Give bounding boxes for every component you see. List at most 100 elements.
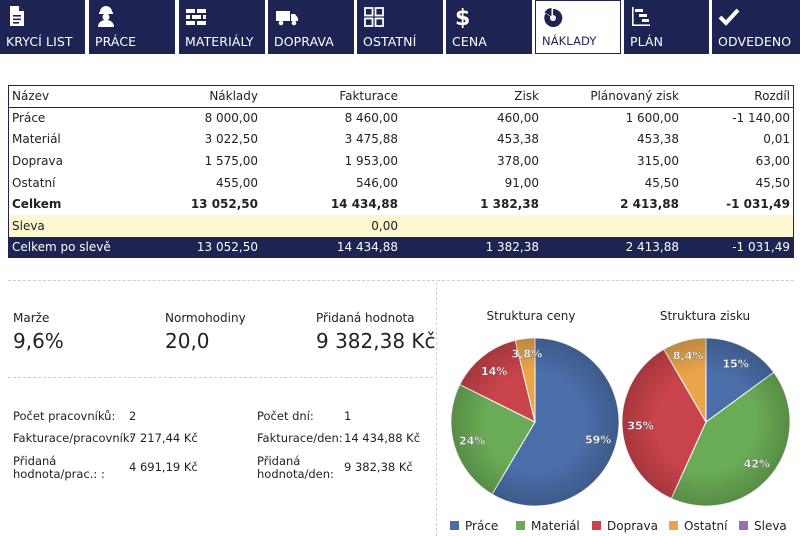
legend-label: Práce (465, 519, 499, 533)
svg-text:$: $ (455, 6, 470, 28)
pie-data-label: 24% (459, 435, 485, 448)
table-cell: 2 413,88 (543, 236, 683, 259)
table-cell (138, 215, 262, 237)
table-cell: 453,38 (637, 132, 679, 147)
kpi-pridana-hodnota: Přidaná hodnota 9 382,38 Kč (316, 311, 436, 353)
table-row: Ostatní 455,00 546,00 91,00 45,50 45,50 (8, 172, 794, 194)
pie-charts: 59% 24% 14% 3,8% 15% 42% 35% 8,4% (450, 337, 791, 507)
legend-swatch (516, 521, 525, 530)
legend-label: Sleva (754, 519, 787, 533)
pie-struktura-zisku: 15% 42% 35% 8,4% (621, 337, 791, 507)
pie-data-label: 59% (585, 433, 611, 446)
table-cell: 45,50 (755, 175, 790, 190)
table-cell: 1 382,38 (480, 197, 539, 212)
document-icon (10, 6, 24, 26)
legend-swatch (739, 521, 748, 530)
pie-data-label: 3,8% (512, 348, 543, 361)
stat-value: 14 434,88 Kč (344, 431, 421, 445)
table-cell: Celkem (12, 197, 62, 212)
table-cell: 63,00 (755, 154, 790, 169)
divider (8, 280, 794, 281)
table-cell: 3 022,50 (204, 132, 258, 147)
total-row: Celkem 13 052,50 14 434,88 1 382,38 2 41… (8, 193, 794, 215)
tab-label: ODVEDENO (718, 34, 792, 49)
table-row: Doprava 1 575,00 1 953,00 378,00 315,00 … (8, 150, 794, 172)
table-cell: 1 953,00 (344, 154, 398, 169)
tab-kryci-list[interactable]: KRYCÍ LIST (0, 0, 85, 54)
gantt-icon (632, 7, 650, 26)
table-cell: -1 031,49 (683, 236, 794, 259)
stat-value: 7 217,44 Kč (129, 431, 198, 445)
table-cell: 45,50 (644, 175, 679, 190)
stat-label: Přidaná hodnota/den: (257, 454, 334, 481)
table-cell: 378,00 (497, 154, 539, 169)
legend-label: Ostatní (684, 519, 728, 533)
tab-label: NÁKLADY (542, 34, 597, 48)
table-cell: 3 475,88 (344, 132, 398, 147)
divider (8, 377, 433, 378)
legend-item[interactable]: Materiál (516, 519, 580, 533)
stat-value: 9 382,38 Kč (344, 460, 413, 474)
table-cell: 8 000,00 (204, 111, 258, 126)
tab-prace[interactable]: PRÁCE (89, 0, 175, 54)
pie-struktura-ceny: 59% 24% 14% 3,8% (450, 337, 620, 507)
table-cell: -1 140,00 (732, 111, 790, 126)
tab-label: OSTATNÍ (363, 34, 417, 49)
kpi-value: 9 382,38 Kč (316, 329, 436, 353)
divider (436, 282, 437, 536)
tab-label: PLÁN (630, 34, 664, 49)
tab-label: PRÁCE (95, 34, 137, 49)
table-row: Materiál 3 022,50 3 475,88 453,38 453,38… (8, 129, 794, 151)
table-cell: 546,00 (356, 175, 398, 190)
truck-icon (276, 11, 298, 26)
pie-data-label: 15% (722, 358, 748, 371)
table-cell: 315,00 (637, 154, 679, 169)
tab-doprava[interactable]: DOPRAVA (268, 0, 354, 54)
stat-label: Počet pracovníků: (13, 409, 116, 423)
table-cell: 1 600,00 (625, 111, 679, 126)
table-cell: Sleva (8, 215, 138, 237)
table-cell: 0,01 (763, 132, 790, 147)
legend-item[interactable]: Doprava (592, 519, 658, 533)
table-row: Práce 8 000,00 8 460,00 460,00 1 600,00 … (8, 107, 794, 129)
table-cell: 14 434,88 (262, 236, 402, 259)
pie-data-label: 35% (627, 419, 653, 432)
tab-label: CENA (452, 34, 487, 49)
tab-materialy[interactable]: MATERIÁLY (179, 0, 265, 54)
column-header: Plánovaný zisk (590, 89, 679, 104)
bricks-icon (186, 9, 206, 25)
column-header: Název (12, 89, 50, 104)
stat-label: Počet dní: (257, 409, 314, 423)
table-cell (683, 215, 794, 237)
table-cell: Práce (12, 111, 46, 126)
kpi-value: 9,6% (13, 329, 64, 353)
tab-naklady[interactable]: NÁKLADY (535, 0, 621, 54)
grid-icon (364, 7, 384, 27)
legend-swatch (592, 521, 601, 530)
legend-item[interactable]: Sleva (739, 519, 787, 533)
pie-chart-icon (544, 8, 563, 27)
chart-title: Struktura zisku (659, 309, 751, 323)
stat-label: Přidaná hodnota/prac.: : (13, 454, 105, 481)
tab-odvedeno[interactable]: ODVEDENO (712, 0, 800, 54)
table-cell: 1 382,38 (402, 236, 543, 259)
tab-plan[interactable]: PLÁN (624, 0, 709, 54)
discount-row[interactable]: Sleva 0,00 (8, 215, 794, 237)
pie-shading (622, 338, 790, 506)
discount-value[interactable]: 0,00 (262, 215, 402, 237)
tab-cena[interactable]: $ CENA (446, 0, 532, 54)
chart-title: Struktura ceny (486, 309, 576, 323)
legend-item[interactable]: Práce (450, 519, 498, 533)
pie-data-label: 42% (744, 457, 770, 470)
top-navigation: KRYCÍ LIST PRÁCE MATERIÁLY DOPRAVA OSTAT… (0, 0, 800, 54)
stat-value: 4 691,19 Kč (129, 460, 198, 474)
checkmark-icon (718, 8, 740, 26)
kpi-label: Normohodiny (165, 311, 246, 325)
table-cell: Doprava (12, 154, 63, 169)
table-cell: 14 434,88 (330, 197, 398, 212)
kpi-label: Přidaná hodnota (316, 311, 415, 325)
legend-item[interactable]: Ostatní (669, 519, 727, 533)
legend-label: Doprava (607, 519, 658, 533)
tab-ostatni[interactable]: OSTATNÍ (357, 0, 443, 54)
stat-value: 1 (344, 409, 352, 423)
